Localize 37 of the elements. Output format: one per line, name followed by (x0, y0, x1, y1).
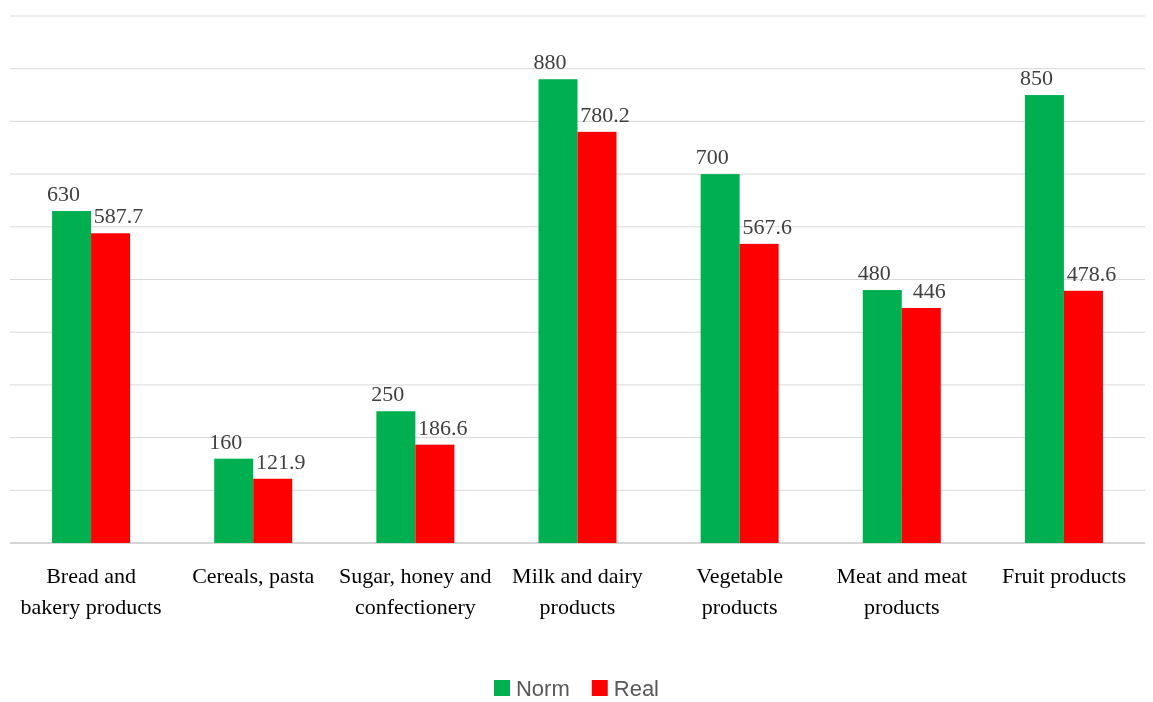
data-label: 250 (371, 381, 405, 407)
x-tick-label: Cereals, pasta (192, 563, 315, 588)
legend-label: Norm (515, 675, 570, 701)
data-label: 446 (912, 277, 946, 303)
bar (862, 290, 902, 543)
x-tick-label: Fruit products (1001, 563, 1126, 588)
data-label: 587.7 (93, 203, 144, 229)
data-label: 121.9 (255, 448, 306, 474)
data-label: 160 (209, 428, 243, 454)
data-label: 186.6 (418, 414, 468, 440)
data-label: 780.2 (580, 101, 630, 127)
x-tick-label: Vegetable products (696, 563, 784, 619)
bar (739, 243, 779, 543)
x-tick-label: Sugar, honey and confectionery (339, 563, 492, 619)
data-label: 700 (695, 144, 729, 170)
data-label: 880 (533, 49, 567, 75)
legend-label: Real (613, 675, 660, 701)
bar (901, 307, 941, 543)
data-label: 480 (857, 260, 891, 286)
bar (91, 233, 131, 543)
data-label: 630 (47, 180, 81, 206)
bar (214, 458, 254, 543)
bar (577, 131, 617, 543)
bar (52, 210, 92, 543)
bar (1024, 95, 1064, 543)
data-label: 478.6 (1066, 260, 1117, 286)
data-label: 850 (1019, 65, 1053, 91)
bar (1063, 290, 1103, 543)
bar (700, 174, 740, 543)
x-tick-label: Bread and bakery products (20, 563, 162, 619)
bar (538, 79, 578, 543)
data-label: 567.6 (742, 213, 792, 239)
bar (415, 444, 455, 543)
bar (376, 411, 416, 543)
x-tick-label: Milk and dairy products (512, 563, 643, 619)
x-tick-label: Meat and meat products (836, 563, 968, 619)
bar (253, 478, 293, 543)
